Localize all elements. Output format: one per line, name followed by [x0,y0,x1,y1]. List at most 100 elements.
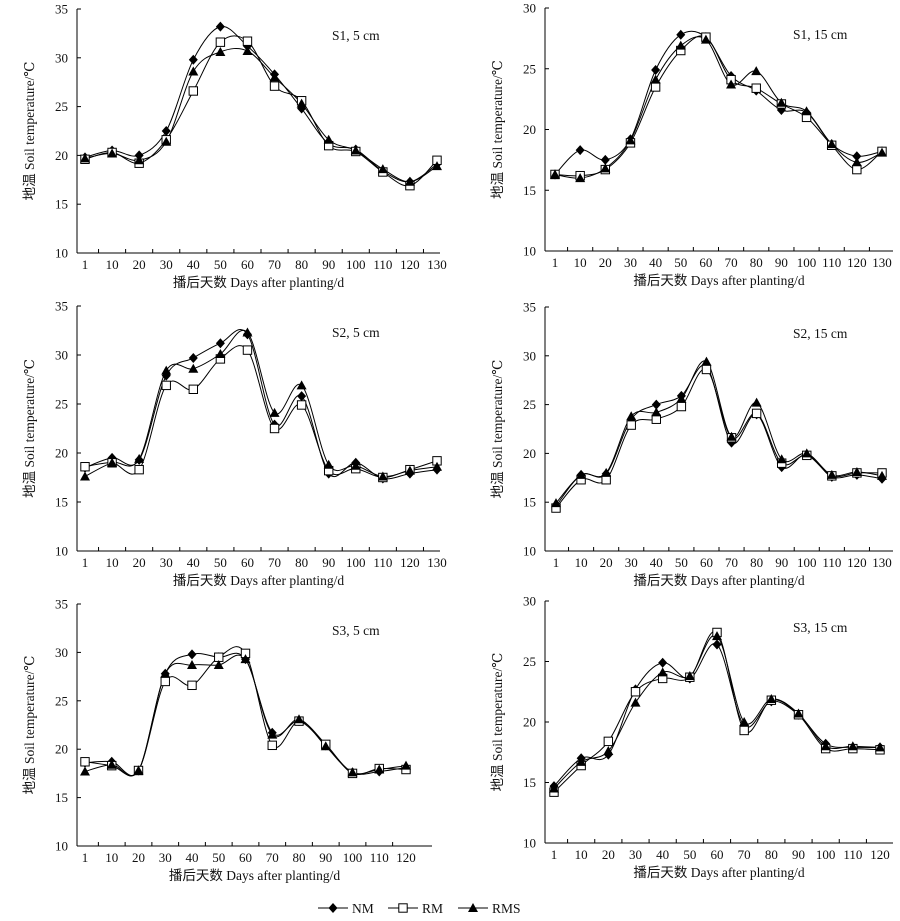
diamond-marker [215,338,225,349]
x-tick-label: 20 [132,850,145,865]
y-tick-label: 35 [55,299,68,314]
y-axis-title: 地温 Soil temperature/℃ [22,656,37,795]
x-tick-label: 90 [792,847,805,862]
triangle-marker [107,457,118,467]
triangle-marker [323,459,334,469]
triangle-marker [630,697,641,707]
triangle-marker [550,169,560,179]
square-marker [630,687,641,697]
legend: NM RM RMS [318,901,521,916]
square-marker [626,420,636,430]
y-tick-label: 20 [523,715,536,730]
x-tick-label: 80 [295,257,308,272]
x-tick-label: 20 [599,255,612,270]
triangle-marker [347,767,358,777]
square-marker [701,364,712,375]
x-tick-label: 20 [600,555,613,570]
diamond-marker [852,151,862,162]
nm-series-line [554,30,883,175]
x-tick-label: 120 [870,847,890,862]
x-tick-label: 100 [816,847,836,862]
triangle-marker [323,134,334,144]
square-marker [187,680,197,691]
square-marker [80,462,90,472]
triangle-marker [80,766,90,776]
y-tick-label: 15 [55,197,68,212]
x-tick-label: 50 [675,555,688,570]
rms-series-line [553,634,881,789]
triangle-marker [134,155,145,165]
triangle-marker [320,741,331,751]
y-tick-label: 15 [523,775,536,790]
x-tick-label: 50 [214,257,227,272]
y-tick-label: 20 [55,148,68,163]
y-tick-label: 30 [523,1,536,16]
triangle-marker [350,145,361,155]
triangle-marker [657,667,668,677]
x-tick-label: 80 [750,555,763,570]
x-tick-label: 110 [373,555,392,570]
x-tick-label: 60 [241,555,254,570]
triangle-marker [576,756,587,766]
triangle-marker [776,97,787,107]
y-tick-label: 25 [55,99,68,114]
square-marker [188,384,199,395]
y-tick-label: 30 [55,348,68,363]
triangle-marker [296,98,307,108]
square-marker [188,86,199,96]
x-tick-label: 70 [738,847,751,862]
x-tick-label: 60 [241,257,254,272]
nm-series-line [84,329,438,480]
square-marker [751,83,761,93]
triangle-marker [826,469,837,479]
triangle-marker [851,157,862,167]
triangle-marker [377,471,388,481]
y-tick-label: 15 [55,790,68,805]
x-tick-label: 110 [370,850,389,865]
diamond-marker [188,54,198,65]
x-tick-label: 30 [160,555,173,570]
x-tick-label: 10 [106,257,119,272]
x-tick-label: 20 [133,257,146,272]
diamond-marker [712,639,722,650]
square-marker [267,740,277,751]
x-tick-label: 100 [343,850,363,865]
x-axis-title: 播后天数 Days after planting/d [633,865,805,880]
triangle-marker [242,45,253,55]
triangle-marker [600,163,611,173]
y-tick-label: 10 [55,839,68,854]
x-tick-label: 40 [656,847,669,862]
square-marker [296,400,307,410]
square-marker [134,464,144,475]
panel-title: S2, 15 cm [793,326,848,341]
y-tick-label: 25 [523,654,536,669]
nm-series-line [553,643,881,787]
diamond-marker [161,126,171,136]
triangle-marker [269,407,280,417]
x-tick-label: 50 [674,255,687,270]
x-tick-label: 70 [268,555,281,570]
triangle-marker [161,365,172,375]
diamond-marker [651,399,661,410]
triangle-marker [676,393,687,403]
y-tick-label: 15 [523,183,536,198]
x-axis-title: 播后天数 Days after planting/d [633,573,805,588]
panel-title: S2, 5 cm [332,325,380,340]
x-tick-label: 110 [843,847,862,862]
diamond-legend-icon [328,903,338,913]
x-tick-label: 20 [602,847,615,862]
triangle-legend-icon [468,903,478,912]
x-tick-label: 120 [847,555,867,570]
x-tick-label: 130 [872,255,892,270]
diamond-marker [676,29,686,40]
y-tick-label: 25 [55,693,68,708]
square-marker [160,676,170,687]
x-tick-label: 1 [553,555,560,570]
triangle-marker [551,498,561,508]
triangle-marker [80,153,90,163]
triangle-marker [106,759,117,769]
y-tick-label: 15 [523,495,536,510]
square-marker [215,37,226,47]
